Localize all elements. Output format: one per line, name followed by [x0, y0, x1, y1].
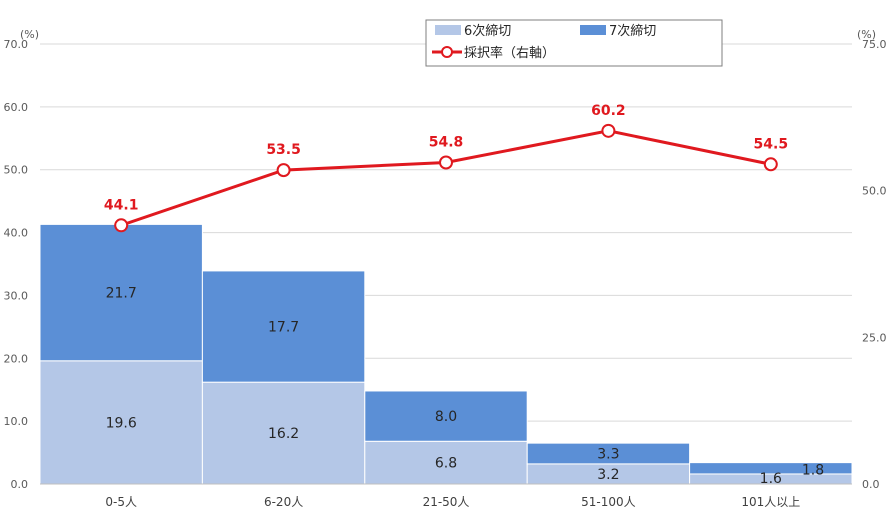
bar-value-label: 17.7 [268, 320, 299, 336]
left-tick-label: 60.0 [4, 101, 29, 114]
bar-value-label: 16.2 [268, 426, 299, 442]
rate-value-label: 44.1 [104, 197, 139, 213]
bar-value-label: 8.0 [435, 409, 457, 425]
legend-marker-rate [441, 46, 453, 58]
bar-series-2 [201, 270, 366, 383]
left-tick-label: 30.0 [4, 289, 29, 302]
rate-marker [439, 155, 453, 170]
left-tick-label: 50.0 [4, 164, 29, 177]
bar-series-2 [689, 462, 853, 475]
left-tick-label: 20.0 [4, 352, 29, 365]
bar-value-label: 1.8 [802, 463, 824, 479]
left-tick-label: 40.0 [4, 227, 29, 240]
bar-series-2 [39, 223, 203, 362]
left-axis-unit: (%) [20, 28, 39, 41]
rate-marker [601, 123, 616, 138]
left-tick-label: 10.0 [4, 415, 29, 428]
rate-value-label: 54.8 [429, 135, 464, 151]
category-label: 0-5人 [105, 495, 137, 509]
category-label: 6-20人 [264, 495, 303, 509]
bar-labels: 19.6 21.7 16.2 17.7 6.8 8.0 3.2 3.3 1.6 1.8 [106, 286, 825, 487]
bar-value-label: 3.3 [597, 447, 619, 463]
right-tick-label: 0.0 [862, 478, 880, 491]
bar-series-2 [526, 442, 691, 465]
rate-line: 44.1 53.5 54.8 60.2 54.5 [104, 103, 789, 233]
bar-value-label: 3.2 [597, 467, 619, 483]
bar-value-label: 1.6 [760, 471, 782, 487]
bar-value-label: 21.7 [106, 286, 137, 302]
category-label: 51-100人 [581, 495, 636, 509]
legend: 6次締切 7次締切 採択率（右軸） [425, 19, 723, 67]
bars [39, 223, 853, 485]
rate-value-label: 53.5 [266, 142, 301, 158]
legend-label-rate: 採択率（右軸） [464, 45, 555, 61]
bar-value-label: 19.6 [106, 415, 137, 431]
category-label: 101人以上 [741, 495, 800, 509]
rate-marker [276, 163, 291, 178]
right-tick-label: 50.0 [862, 185, 887, 198]
legend-box [425, 19, 723, 67]
bar-series-1 [364, 440, 528, 485]
rate-value-label: 54.5 [754, 136, 789, 152]
right-tick-label: 75.0 [862, 38, 887, 51]
bar-series-1 [201, 381, 366, 485]
legend-swatch-series-2 [580, 25, 606, 35]
rate-marker [114, 218, 129, 233]
right-axis-unit: (%) [857, 28, 876, 41]
axes: 0.0 10.0 20.0 30.0 40.0 50.0 60.0 70.0 0.0 25.0 50… [4, 38, 887, 509]
legend-swatch-series-1 [435, 25, 461, 35]
legend-label-series-1: 6次締切 [464, 23, 511, 39]
bar-value-label: 6.8 [435, 456, 457, 472]
left-tick-label: 0.0 [11, 478, 29, 491]
legend-label-series-2: 7次締切 [609, 23, 656, 39]
left-tick-label: 70.0 [4, 38, 29, 51]
right-tick-label: 25.0 [862, 331, 887, 344]
bar-series-2 [364, 390, 528, 442]
category-label: 21-50人 [423, 495, 470, 509]
rate-marker [763, 157, 778, 172]
rate-value-label: 60.2 [591, 103, 626, 119]
